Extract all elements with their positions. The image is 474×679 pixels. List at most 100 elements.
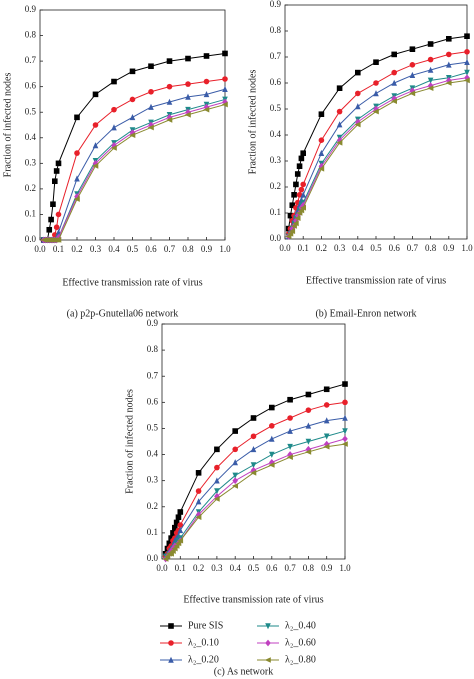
marker	[250, 433, 257, 440]
marker	[268, 462, 275, 468]
marker	[250, 462, 257, 469]
legend-marker	[168, 623, 174, 629]
legend-label: λ₂_0.80	[285, 654, 316, 665]
marker	[213, 496, 220, 502]
marker	[318, 137, 325, 143]
marker	[427, 66, 434, 73]
marker	[318, 149, 325, 156]
x-tick-label: 0.3	[90, 244, 102, 254]
marker	[166, 540, 173, 547]
y-tick-label: 0.1	[147, 527, 158, 537]
marker	[298, 155, 305, 162]
marker	[74, 150, 80, 156]
x-tick-label: 0.7	[164, 244, 176, 254]
marker	[391, 79, 397, 86]
marker	[300, 181, 307, 188]
marker	[287, 396, 293, 403]
marker	[300, 191, 306, 198]
plot-frame	[284, 4, 468, 240]
x-tick-label: 0.1	[53, 244, 64, 254]
marker	[231, 483, 238, 489]
marker	[342, 414, 348, 421]
marker	[195, 488, 202, 494]
x-tick-label: 0.0	[279, 243, 291, 253]
marker	[336, 136, 343, 144]
series-line	[165, 401, 346, 557]
x-tick-label: 0.5	[248, 563, 260, 573]
y-tick-label: 0.9	[147, 318, 159, 328]
marker	[305, 407, 312, 413]
x-tick-label: 0.2	[193, 563, 204, 573]
marker	[232, 472, 238, 479]
marker	[214, 446, 220, 453]
marker	[294, 212, 301, 219]
marker	[148, 103, 154, 110]
x-tick-label: 0.1	[175, 563, 186, 573]
marker	[222, 85, 228, 93]
marker	[354, 121, 361, 128]
marker	[250, 466, 257, 474]
marker	[250, 415, 257, 421]
y-tick-label: 0.3	[147, 475, 159, 485]
x-tick-label: 0.8	[425, 243, 437, 253]
marker	[92, 142, 99, 149]
y-tick-label: 0.9	[270, 0, 282, 9]
y-tick-label: 0.7	[25, 55, 37, 65]
marker	[296, 163, 303, 169]
marker	[175, 514, 182, 521]
x-tick-label: 0.0	[156, 563, 168, 573]
marker	[222, 50, 228, 57]
y-tick-label: 0.9	[25, 4, 37, 14]
marker	[177, 509, 184, 515]
marker	[355, 103, 361, 110]
marker	[286, 454, 293, 460]
x-tick-label: 0.4	[230, 563, 242, 573]
marker	[55, 234, 62, 241]
marker	[166, 58, 173, 64]
marker	[299, 205, 306, 211]
marker	[294, 215, 301, 221]
series-line	[288, 35, 468, 229]
marker	[129, 114, 136, 121]
x-tick-label: 0.4	[352, 243, 364, 253]
y-tick-label: 0.1	[270, 207, 281, 217]
marker	[336, 108, 343, 115]
x-tick-label: 0.5	[127, 244, 139, 254]
marker	[111, 78, 117, 85]
marker	[185, 55, 191, 62]
marker	[446, 61, 452, 68]
marker	[166, 117, 173, 123]
x-tick-label: 0.6	[145, 244, 157, 254]
marker	[148, 88, 154, 95]
marker	[342, 381, 348, 387]
marker	[355, 118, 361, 126]
marker	[269, 451, 275, 458]
marker	[129, 68, 136, 75]
y-tick-label: 0.0	[25, 234, 37, 244]
marker	[269, 423, 275, 429]
legend-marker	[265, 639, 271, 647]
x-tick-label: 0.9	[201, 244, 213, 254]
marker	[166, 83, 173, 90]
x-tick-label: 0.6	[389, 243, 401, 253]
legend-marker	[265, 623, 271, 630]
marker	[446, 51, 452, 58]
marker	[195, 514, 202, 521]
marker	[293, 181, 299, 188]
marker	[298, 186, 305, 193]
marker	[185, 81, 191, 87]
marker	[390, 98, 397, 104]
x-tick-label: 0.5	[370, 243, 382, 253]
marker	[305, 391, 312, 398]
marker	[427, 85, 434, 91]
legend-label: λ₂_0.40	[285, 620, 316, 631]
legend-label: λ₂_0.20	[188, 654, 219, 665]
marker	[391, 95, 397, 102]
marker	[409, 71, 416, 78]
marker	[427, 56, 434, 63]
x-tick-label: 0.1	[298, 243, 309, 253]
marker	[323, 402, 330, 408]
marker	[300, 201, 306, 209]
y-tick-label: 0.7	[147, 370, 159, 380]
marker	[92, 122, 99, 128]
